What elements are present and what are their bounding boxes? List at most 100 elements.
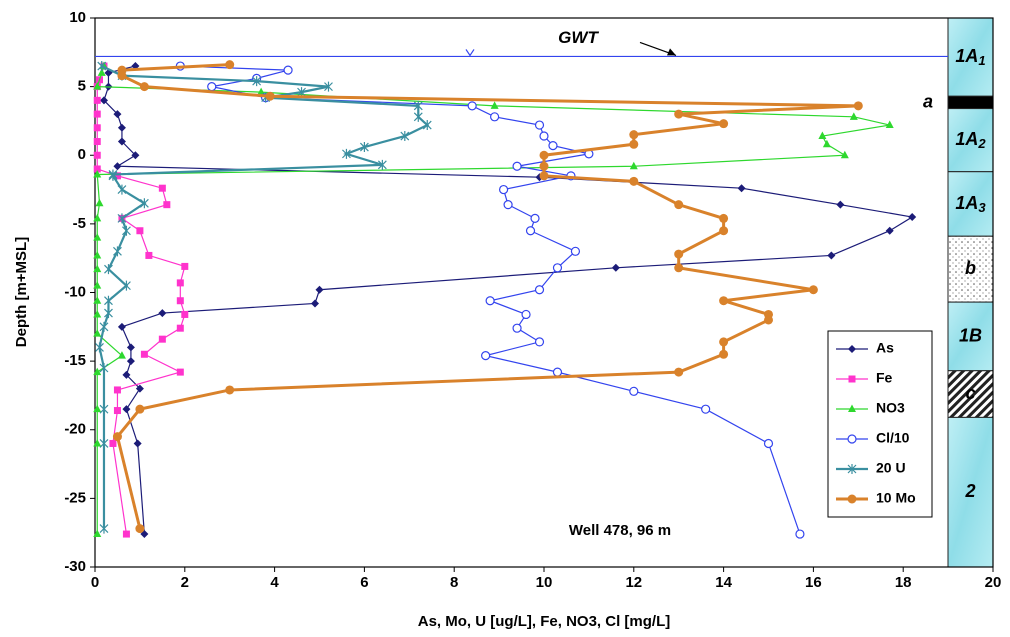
y-tick-label: 5 bbox=[78, 78, 86, 95]
data-point bbox=[530, 213, 540, 223]
data-point bbox=[93, 165, 101, 173]
x-tick-label: 14 bbox=[715, 574, 732, 591]
data-point bbox=[93, 329, 102, 337]
data-point bbox=[674, 263, 684, 273]
data-point bbox=[795, 529, 805, 539]
data-point bbox=[422, 120, 432, 131]
data-point bbox=[719, 226, 729, 236]
y-tick-label: -20 bbox=[64, 421, 86, 438]
data-point bbox=[719, 296, 729, 306]
data-point bbox=[139, 82, 149, 92]
series-line bbox=[98, 65, 430, 529]
layer-label-sub: 1 bbox=[978, 54, 985, 69]
data-point bbox=[93, 309, 102, 318]
data-point bbox=[93, 138, 101, 146]
data-point bbox=[104, 308, 113, 319]
data-point bbox=[539, 161, 549, 171]
data-point bbox=[93, 96, 101, 104]
data-point bbox=[93, 250, 102, 259]
data-point bbox=[552, 263, 563, 273]
legend-marker bbox=[848, 404, 856, 412]
data-point bbox=[512, 323, 522, 333]
y-tick-label: -5 bbox=[73, 215, 86, 232]
data-point bbox=[719, 213, 729, 223]
data-point bbox=[629, 139, 639, 149]
data-point bbox=[719, 337, 729, 347]
legend-label: As bbox=[876, 340, 894, 356]
data-point bbox=[113, 162, 122, 171]
data-point bbox=[257, 87, 266, 96]
data-point bbox=[99, 404, 109, 415]
data-point bbox=[93, 233, 102, 241]
x-tick-label: 6 bbox=[360, 574, 368, 591]
data-point bbox=[135, 384, 144, 393]
x-tick-label: 18 bbox=[895, 574, 912, 591]
data-point bbox=[113, 246, 122, 257]
legend-label: Fe bbox=[876, 370, 893, 386]
layer-label: 1A3 bbox=[955, 193, 986, 216]
legend-marker bbox=[848, 345, 856, 353]
data-point bbox=[93, 281, 102, 289]
data-point bbox=[764, 315, 773, 325]
data-point bbox=[122, 530, 130, 538]
data-point bbox=[117, 71, 127, 81]
data-point bbox=[467, 101, 477, 111]
lithology-layer bbox=[947, 416, 994, 568]
data-point bbox=[122, 405, 131, 414]
layer-label-sub: 3 bbox=[978, 200, 986, 215]
data-point bbox=[525, 226, 536, 236]
data-point bbox=[93, 82, 102, 90]
data-point bbox=[853, 101, 863, 111]
data-point bbox=[158, 335, 166, 343]
data-point bbox=[104, 295, 113, 306]
data-point bbox=[99, 523, 109, 534]
x-tick-label: 2 bbox=[181, 574, 189, 591]
layer-label: 1A1 bbox=[955, 46, 985, 69]
data-point bbox=[737, 184, 746, 193]
data-point bbox=[674, 200, 684, 210]
data-point bbox=[131, 151, 140, 160]
data-point bbox=[207, 82, 217, 92]
data-point bbox=[176, 297, 184, 305]
layer-label-text: b bbox=[965, 258, 976, 278]
y-tick-label: 10 bbox=[69, 9, 86, 26]
data-point bbox=[97, 68, 106, 76]
legend-marker bbox=[847, 494, 857, 504]
layer-label: b bbox=[965, 258, 976, 278]
data-point bbox=[99, 438, 109, 449]
data-point bbox=[93, 296, 102, 304]
data-point bbox=[548, 141, 558, 151]
x-tick-label: 12 bbox=[625, 574, 642, 591]
data-point bbox=[252, 76, 262, 87]
data-point bbox=[283, 65, 293, 75]
x-tick-label: 10 bbox=[536, 574, 553, 591]
data-point bbox=[377, 159, 387, 170]
data-point bbox=[674, 367, 684, 377]
data-point bbox=[93, 367, 102, 376]
data-point bbox=[674, 109, 684, 119]
data-point bbox=[701, 404, 711, 414]
data-point bbox=[849, 112, 858, 120]
lithology-layer bbox=[947, 171, 994, 237]
data-point bbox=[93, 438, 102, 447]
x-tick-label: 16 bbox=[805, 574, 822, 591]
lithology-layer bbox=[947, 95, 994, 110]
well-annotation: Well 478, 96 m bbox=[569, 522, 671, 539]
data-point bbox=[570, 246, 581, 256]
data-point bbox=[122, 280, 131, 291]
data-point bbox=[629, 386, 639, 396]
data-point bbox=[311, 299, 320, 308]
lithology-layer bbox=[947, 235, 994, 303]
legend-box bbox=[827, 330, 933, 518]
data-point bbox=[126, 357, 135, 366]
data-point bbox=[611, 263, 620, 272]
series-line bbox=[103, 65, 914, 535]
data-point bbox=[163, 201, 171, 209]
data-point bbox=[225, 60, 235, 70]
data-point bbox=[93, 151, 101, 159]
lithology-layer bbox=[947, 301, 994, 372]
data-point bbox=[763, 438, 774, 449]
data-point bbox=[176, 324, 184, 332]
layer-label: a bbox=[923, 91, 933, 111]
